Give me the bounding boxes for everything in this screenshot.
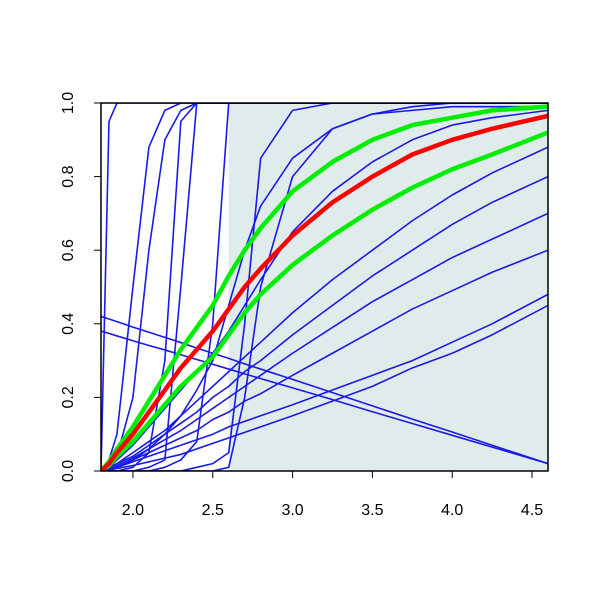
- x-tick-label: 4.0: [441, 502, 463, 519]
- plot-frame: [100, 102, 549, 472]
- series-line: [101, 113, 548, 471]
- series-line: [101, 304, 548, 471]
- x-tick-label: 3.0: [281, 502, 303, 519]
- series-line: [101, 175, 548, 471]
- series-line: [101, 103, 548, 471]
- y-tick-label: 0.0: [60, 460, 77, 482]
- x-tick-label: 2.5: [202, 502, 224, 519]
- series-line: [101, 103, 548, 471]
- y-tick-label: 0.4: [60, 313, 77, 335]
- y-tick-label: 0.8: [60, 165, 77, 187]
- series-line: [101, 104, 548, 471]
- series-line: [101, 330, 548, 465]
- series-line: [101, 212, 548, 471]
- y-tick-label: 0.6: [60, 239, 77, 261]
- series-line: [101, 103, 548, 471]
- series-line: [101, 103, 548, 471]
- x-tick-label: 2.0: [122, 502, 144, 519]
- y-tick-label: 1.0: [60, 92, 77, 114]
- series-line: [101, 315, 548, 465]
- plot-area: [101, 103, 548, 471]
- y-tick-label: 0.2: [60, 386, 77, 408]
- x-tick-label: 4.5: [521, 502, 543, 519]
- series-line: [101, 130, 548, 471]
- series-line: [101, 293, 548, 471]
- series-line: [101, 249, 548, 471]
- x-tick-label: 3.5: [361, 502, 383, 519]
- series-line: [101, 103, 548, 471]
- series-line: [101, 146, 548, 471]
- shaded-region: [228, 103, 548, 471]
